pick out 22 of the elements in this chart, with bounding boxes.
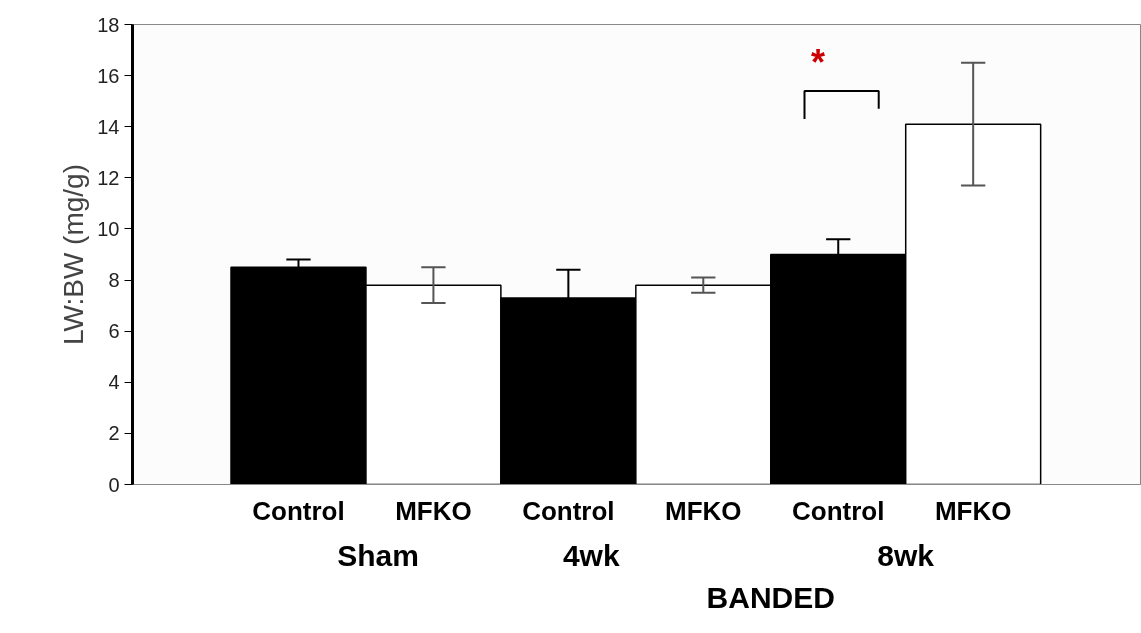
text: Sham [337, 538, 419, 572]
annotation: * [810, 42, 825, 84]
x-tick-label: MFKO [934, 495, 1012, 526]
text: BANDED [706, 580, 835, 614]
x-tick-label: Control [792, 495, 885, 526]
x-tick-label: MFKO [665, 495, 742, 526]
text: 4wk [562, 538, 620, 572]
y-tick-label: 2 [108, 422, 120, 445]
y-tick-label: 14 [97, 115, 120, 138]
y-tick-label: 10 [97, 217, 120, 240]
y-tick-label: 18 [97, 13, 120, 36]
x-tick-label: Control [522, 495, 615, 526]
text: 8wk [877, 538, 935, 572]
y-tick-label: 0 [108, 473, 120, 496]
y-tick-label: 6 [108, 320, 120, 343]
x-tick-label: Control [252, 495, 345, 526]
y-tick-label: 8 [108, 269, 120, 292]
y-tick-label: 4 [108, 371, 120, 394]
x-tick-label: MFKO [395, 495, 472, 526]
y-tick-label: 12 [97, 166, 120, 189]
y-tick-label: 16 [97, 64, 120, 87]
y-axis-title: LW:BW (mg/g) [58, 164, 90, 345]
